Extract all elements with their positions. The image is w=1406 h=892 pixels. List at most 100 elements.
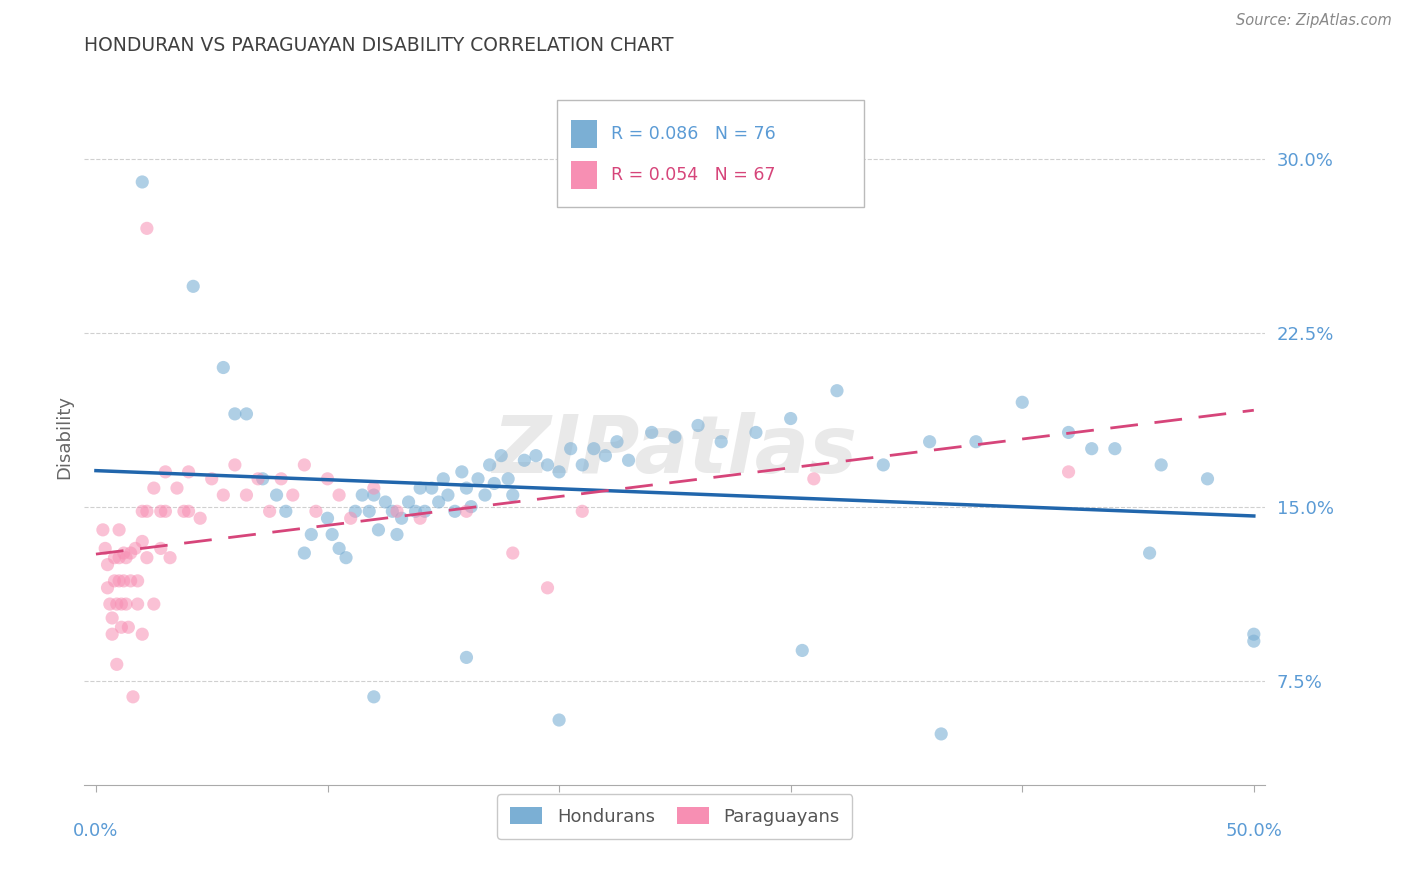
Point <box>363 690 385 704</box>
Text: 0.0%: 0.0% <box>73 822 118 840</box>
Point <box>281 488 304 502</box>
Point <box>779 411 801 425</box>
Point <box>437 488 460 502</box>
Point <box>513 453 536 467</box>
Point <box>103 550 125 565</box>
Point <box>101 627 124 641</box>
Text: 50.0%: 50.0% <box>1226 822 1282 840</box>
Point <box>456 504 478 518</box>
Point <box>548 465 571 479</box>
Point <box>270 472 292 486</box>
Text: Source: ZipAtlas.com: Source: ZipAtlas.com <box>1236 13 1392 29</box>
FancyBboxPatch shape <box>557 100 863 208</box>
Point <box>745 425 768 440</box>
Bar <box>571 161 598 189</box>
Point <box>1243 627 1265 641</box>
Point <box>1057 425 1080 440</box>
Point <box>456 481 478 495</box>
Point <box>94 541 117 556</box>
Point <box>115 597 138 611</box>
Point <box>965 434 987 449</box>
Point <box>274 504 297 518</box>
Point <box>344 504 367 518</box>
Point <box>122 690 145 704</box>
Point <box>299 527 322 541</box>
Point <box>536 581 558 595</box>
Point <box>131 175 153 189</box>
Point <box>413 504 436 518</box>
Point <box>127 574 149 588</box>
Point <box>456 650 478 665</box>
Point <box>142 597 165 611</box>
Legend: Hondurans, Paraguayans: Hondurans, Paraguayans <box>498 795 852 838</box>
Point <box>247 472 270 486</box>
Point <box>496 472 519 486</box>
Point <box>235 407 257 421</box>
Point <box>135 221 157 235</box>
Point <box>108 523 131 537</box>
Point <box>149 541 172 556</box>
Point <box>474 488 496 502</box>
Point <box>352 488 374 502</box>
Point <box>1057 465 1080 479</box>
Point <box>212 360 235 375</box>
Point <box>385 504 408 518</box>
Point <box>212 488 235 502</box>
Point <box>571 504 593 518</box>
Point <box>292 458 315 472</box>
Y-axis label: Disability: Disability <box>55 395 73 479</box>
Point <box>235 488 257 502</box>
Point <box>367 523 389 537</box>
Point <box>316 472 339 486</box>
Point <box>1243 634 1265 648</box>
Point <box>131 627 153 641</box>
Point <box>617 453 640 467</box>
Point <box>803 472 825 486</box>
Point <box>444 504 467 518</box>
Point <box>524 449 547 463</box>
Point <box>929 727 952 741</box>
Point <box>536 458 558 472</box>
Point <box>582 442 605 456</box>
Point <box>484 476 506 491</box>
Point <box>398 495 420 509</box>
Point <box>502 488 524 502</box>
Point <box>339 511 361 525</box>
Point <box>381 504 404 518</box>
Point <box>149 504 172 518</box>
Point <box>489 449 512 463</box>
Point <box>101 611 124 625</box>
Point <box>478 458 501 472</box>
Point <box>872 458 894 472</box>
Point <box>1080 442 1102 456</box>
Point <box>328 488 350 502</box>
Point <box>91 523 114 537</box>
Point <box>571 458 593 472</box>
Point <box>177 465 200 479</box>
Point <box>335 550 357 565</box>
Point <box>427 495 450 509</box>
Point <box>305 504 328 518</box>
Point <box>112 546 135 560</box>
Point <box>142 481 165 495</box>
Point <box>595 449 617 463</box>
Point <box>432 472 454 486</box>
Point <box>117 620 139 634</box>
Point <box>188 511 211 525</box>
Point <box>108 574 131 588</box>
Point <box>110 620 132 634</box>
Point <box>131 534 153 549</box>
Point <box>363 488 385 502</box>
Point <box>259 504 281 518</box>
Point <box>405 504 427 518</box>
Point <box>110 597 132 611</box>
Point <box>124 541 146 556</box>
Text: R = 0.054   N = 67: R = 0.054 N = 67 <box>612 166 776 184</box>
Point <box>103 574 125 588</box>
Point <box>363 481 385 495</box>
Point <box>391 511 413 525</box>
Point <box>1011 395 1033 409</box>
Point <box>359 504 381 518</box>
Point <box>1139 546 1161 560</box>
Point <box>135 550 157 565</box>
